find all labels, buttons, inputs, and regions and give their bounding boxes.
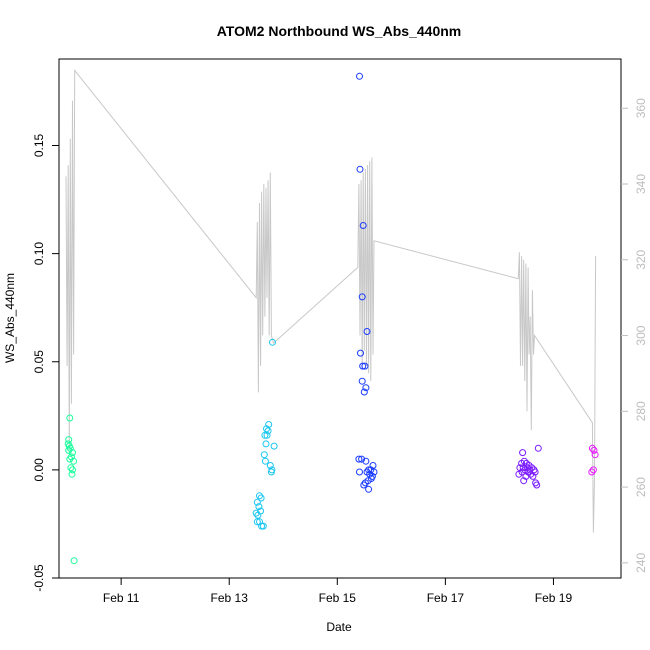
scatter-series: [64, 72, 599, 565]
scatter-point: [358, 455, 366, 463]
scatter-point: [534, 444, 542, 452]
scatter-point: [263, 425, 270, 433]
y-tick-label: 0.00: [32, 458, 46, 482]
scatter-point: [257, 507, 265, 515]
scatter-point: [69, 466, 76, 474]
scatter-point: [356, 72, 363, 80]
scatter-point: [588, 444, 596, 452]
scatter-point: [369, 462, 377, 469]
scatter-point: [362, 384, 370, 392]
scatter-point: [259, 522, 267, 530]
y2-tick-label: 360: [634, 98, 648, 118]
scatter-point: [591, 451, 599, 459]
plot-frame: [58, 58, 622, 579]
y-tick-label: -0.05: [32, 564, 46, 592]
scatter-point: [359, 362, 367, 370]
line-path: [65, 68, 597, 533]
scatter-point: [365, 485, 373, 493]
x-tick-label: Feb 13: [211, 591, 249, 605]
scatter-point: [68, 470, 76, 478]
scatter-point: [531, 468, 539, 476]
scatter-point: [520, 477, 528, 485]
scatter-point: [519, 449, 527, 457]
scatter-point: [359, 222, 367, 229]
y2-tick-label: 240: [634, 553, 648, 573]
y-tick-label: 0.05: [32, 350, 46, 374]
scatter-point: [360, 481, 368, 489]
scatter-point: [255, 503, 263, 511]
scatter-point: [65, 446, 73, 454]
x-axis-label: Date: [326, 620, 352, 634]
scatter-point: [267, 468, 275, 476]
scatter-point: [528, 464, 536, 472]
x-tick-label: Feb 19: [535, 591, 573, 605]
y2-tick-label: 300: [634, 325, 648, 345]
scatter-point: [67, 464, 75, 472]
scatter-point: [65, 436, 73, 444]
y2-tick-label: 280: [634, 401, 648, 421]
scatter-point: [529, 472, 537, 480]
x-tick-label: Feb 15: [319, 591, 357, 605]
scatter-point: [362, 457, 370, 465]
scatter-point: [263, 431, 271, 439]
scatter-point: [355, 455, 363, 463]
scatter-point: [519, 464, 527, 472]
scatter-point: [266, 462, 274, 469]
scatter-point: [66, 414, 74, 422]
scatter-point: [361, 479, 369, 487]
scatter-point: [363, 328, 371, 335]
x-axis: Feb 11 Feb 13 Feb 15 Feb 17 Feb 19: [103, 578, 573, 605]
chart-title: ATOM2 Northbound WS_Abs_440nm: [217, 23, 462, 39]
line-series: [65, 68, 597, 533]
scatter-point: [358, 377, 366, 385]
scatter-point: [69, 449, 76, 457]
scatter-point: [66, 444, 74, 452]
scatter-point: [356, 468, 363, 476]
scatter-point: [261, 457, 269, 465]
scatter-point: [256, 492, 263, 500]
scatter-point: [70, 457, 78, 465]
x-tick-label: Feb 11: [103, 591, 140, 605]
scatter-point: [522, 472, 530, 480]
scatter-point: [360, 388, 368, 396]
scatter-point: [67, 453, 75, 461]
scatter-point: [66, 455, 74, 463]
scatter-point: [262, 440, 270, 448]
scatter-point: [357, 349, 364, 357]
y-axis-label: WS_Abs_440nm: [3, 273, 17, 363]
scatter-point: [70, 557, 78, 565]
y2-tick-label: 340: [634, 174, 648, 194]
scatter-point: [253, 498, 261, 506]
scatter-point: [370, 468, 378, 476]
y2-axis: 240 260 280 300 320 340 360: [621, 98, 648, 573]
scatter-point: [533, 481, 541, 489]
scatter-point: [269, 338, 276, 346]
scatter-point: [257, 494, 265, 502]
scatter-point: [358, 293, 366, 301]
scatter-point: [256, 518, 263, 526]
scatter-point: [261, 431, 269, 439]
y-axis: -0.05 0.00 0.05 0.10 0.15: [32, 133, 59, 592]
x-tick-label: Feb 17: [427, 591, 465, 605]
scatter-point: [589, 466, 597, 474]
y-tick-label: 0.15: [32, 133, 46, 157]
scatter-point: [356, 165, 364, 173]
scatter-point: [253, 518, 261, 526]
y2-tick-label: 260: [634, 477, 648, 497]
scatter-point: [252, 509, 260, 517]
y-tick-label: 0.10: [32, 242, 46, 266]
scatter-point: [518, 459, 526, 467]
scatter-point: [260, 451, 268, 459]
scatter-point: [588, 468, 596, 476]
y2-tick-label: 320: [634, 249, 648, 269]
scatter-point: [515, 470, 523, 478]
scatter-point: [361, 362, 369, 370]
scatter-point: [270, 442, 278, 450]
scatter-point: [590, 446, 598, 454]
